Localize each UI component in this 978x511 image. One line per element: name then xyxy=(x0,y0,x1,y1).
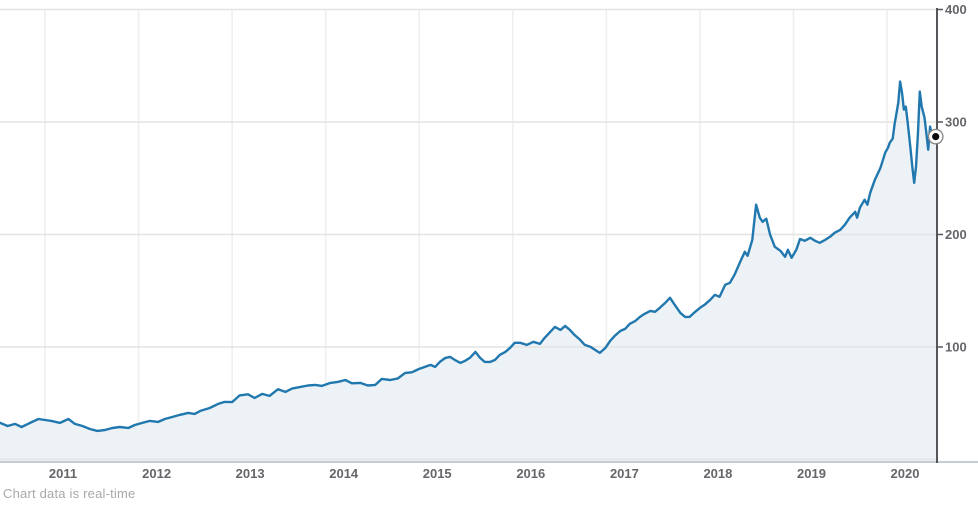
y-axis-label: 400 xyxy=(945,2,967,17)
x-axis-label: 2017 xyxy=(610,466,639,481)
horizontal-gridlines xyxy=(0,8,937,461)
x-axis-label: 2014 xyxy=(329,466,359,481)
x-axis-label: 2019 xyxy=(797,466,826,481)
y-axis-label: 100 xyxy=(945,340,967,355)
x-axis-label: 2016 xyxy=(516,466,545,481)
latest-price-marker xyxy=(927,128,944,145)
x-axis-label: 2012 xyxy=(142,466,171,481)
x-axis-label: 2013 xyxy=(236,466,265,481)
x-axis-label: 2015 xyxy=(423,466,452,481)
price-line xyxy=(0,80,937,433)
x-axis-label: 2018 xyxy=(703,466,732,481)
x-axis-labels: 2011 2012 2013 2014 2015 2016 2017 2018 2019 2020 xyxy=(49,466,920,481)
y-axis-label: 200 xyxy=(945,227,967,242)
x-axis-label: 2020 xyxy=(891,466,920,481)
axes xyxy=(0,8,978,463)
price-line-path xyxy=(0,80,937,433)
marker-dot xyxy=(932,133,940,141)
y-axis-labels: 100 200 300 400 xyxy=(945,2,967,355)
y-axis-label: 300 xyxy=(945,115,967,130)
area-fill xyxy=(0,81,937,461)
x-axis-label: 2011 xyxy=(49,466,77,481)
price-area xyxy=(0,81,937,461)
chart-footnote: Chart data is real-time xyxy=(3,486,136,501)
